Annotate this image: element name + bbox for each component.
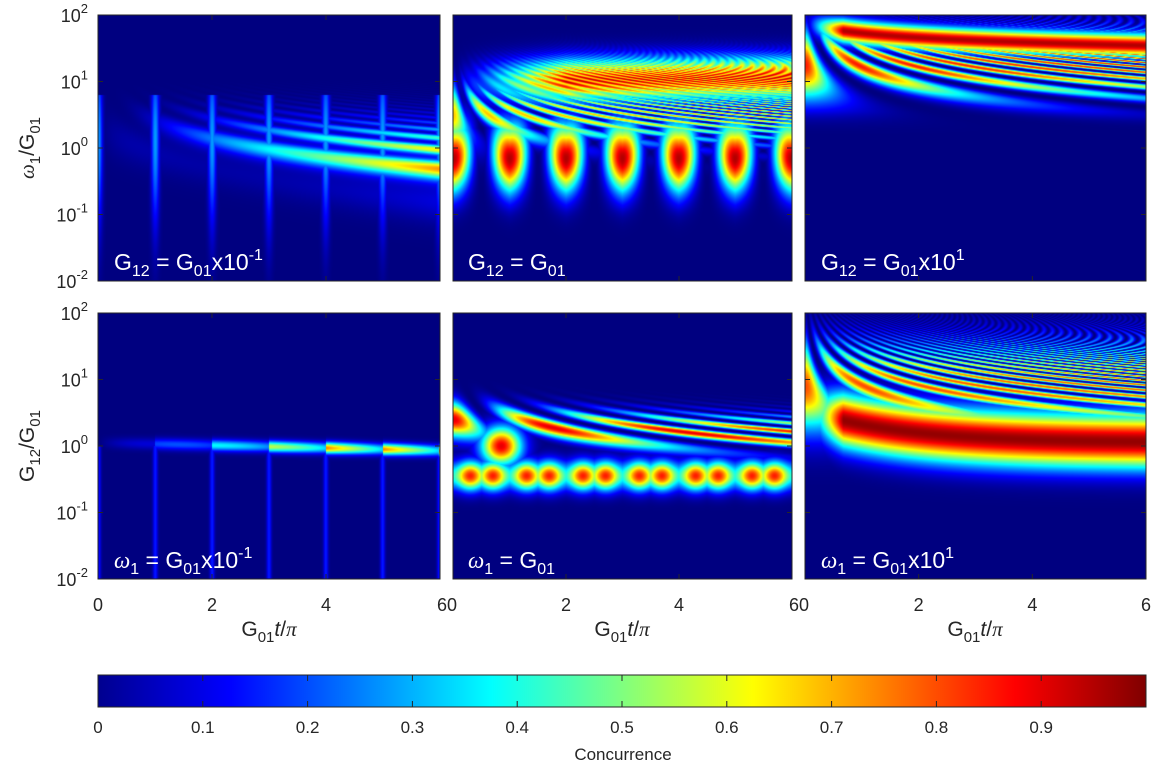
colorbar-tick-label: 0 xyxy=(93,718,102,737)
colorbar-tick-label: 0.2 xyxy=(296,718,320,737)
x-tick-label: 60 xyxy=(789,595,809,615)
colorbar-tick-label: 0.1 xyxy=(191,718,215,737)
x-tick-label: 2 xyxy=(914,595,924,615)
heatmap-r1c1 xyxy=(98,15,440,281)
y-tick-labels: 10-2 10-1 100 101 102 10-2 10-1 100 101 102 xyxy=(56,1,88,590)
panel-r2c1: ω1 = G01x10-1 xyxy=(97,312,441,580)
colorbar-label: Concurrence xyxy=(574,745,671,764)
annotation-r2c3: ω1 = G01x101 xyxy=(821,545,954,578)
x-axis-label-c2: G01t/π xyxy=(594,617,650,646)
x-axis-label-c1: G01t/π xyxy=(241,617,297,646)
panel-r1c2: G12 = G01 xyxy=(452,14,793,282)
tick-marks xyxy=(97,14,1147,580)
y-tick-label: 100 xyxy=(61,432,88,457)
y-tick-label: 102 xyxy=(61,299,88,324)
heatmap-r2c2 xyxy=(453,313,792,579)
colorbar-tick-label: 0.7 xyxy=(820,718,844,737)
y-tick-label: 10-2 xyxy=(56,267,88,292)
x-tick-label: 4 xyxy=(674,595,684,615)
x-tick-label: 0 xyxy=(93,595,103,615)
x-tick-label: 6 xyxy=(1141,595,1151,615)
colorbar-tick-label: 0.5 xyxy=(610,718,634,737)
panel-r1c1: G12 = G01x10-1 xyxy=(97,14,441,282)
panel-r2c3: ω1 = G01x101 xyxy=(804,312,1147,580)
x-tick-label: 2 xyxy=(207,595,217,615)
annotation-r2c2: ω1 = G01 xyxy=(468,547,555,578)
x-tick-label: 60 xyxy=(437,595,457,615)
colorbar-tick-label: 0.8 xyxy=(925,718,949,737)
y-tick-label: 10-1 xyxy=(56,499,88,524)
y-tick-label: 101 xyxy=(61,366,88,391)
y-tick-label: 101 xyxy=(61,68,88,93)
y-axis-label-row1: ω1/G01 xyxy=(15,117,44,179)
x-tick-labels: 0 2 4 60 2 4 60 2 4 6 xyxy=(93,595,1151,615)
colorbar: 0 0.1 0.2 0.3 0.4 0.5 0.6 0.7 0.8 0.9 Concurrence xyxy=(93,674,1147,764)
x-axis-label-c3: G01t/π xyxy=(947,617,1003,646)
y-tick-label: 10-2 xyxy=(56,565,88,590)
panel-r1c3: G12 = G01x101 xyxy=(804,14,1147,282)
x-tick-label: 4 xyxy=(1027,595,1037,615)
heatmap-r2c3 xyxy=(805,313,1146,579)
y-tick-label: 100 xyxy=(61,134,88,159)
x-tick-label: 2 xyxy=(561,595,571,615)
y-tick-label: 10-1 xyxy=(56,201,88,226)
annotation-r1c1: G12 = G01x10-1 xyxy=(114,247,263,280)
annotation-r2c1: ω1 = G01x10-1 xyxy=(114,545,252,578)
y-axis-label-row2: G12/G01 xyxy=(16,410,44,482)
heatmap-r2c1 xyxy=(98,313,440,579)
heatmap-r1c3 xyxy=(805,15,1146,281)
colorbar-tick-label: 0.3 xyxy=(401,718,425,737)
colorbar-ticks: 0 0.1 0.2 0.3 0.4 0.5 0.6 0.7 0.8 0.9 xyxy=(93,675,1053,737)
panel-r2c2: ω1 = G01 xyxy=(452,312,793,580)
colorbar-tick-label: 0.6 xyxy=(715,718,739,737)
x-tick-label: 4 xyxy=(321,595,331,615)
heatmap-r1c2 xyxy=(453,15,792,281)
colorbar-tick-label: 0.4 xyxy=(505,718,529,737)
y-tick-label: 102 xyxy=(61,1,88,26)
colorbar-tick-label: 0.9 xyxy=(1029,718,1053,737)
